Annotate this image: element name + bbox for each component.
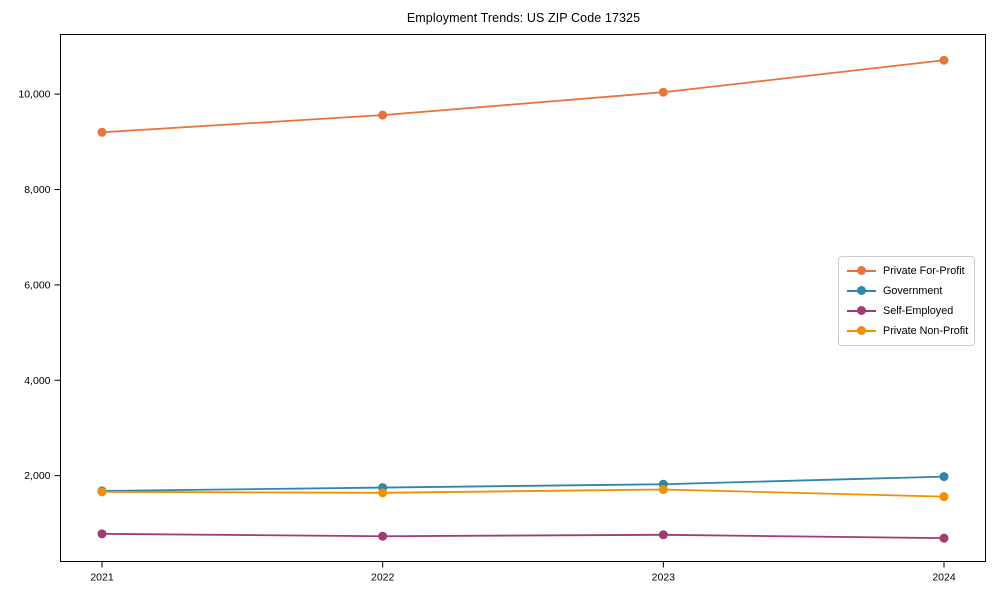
data-point-government-2024 — [939, 472, 949, 482]
y-tick-label: 8,000 — [24, 184, 50, 196]
y-tick-label: 6,000 — [24, 279, 50, 291]
legend-swatch-icon — [847, 266, 876, 276]
legend-swatch-icon — [847, 326, 876, 336]
data-point-private-non-profit-2022 — [378, 488, 388, 498]
series-line-private-for-profit — [101, 59, 945, 134]
legend-item-government: Government — [847, 283, 965, 299]
data-point-private-non-profit-2021 — [97, 487, 107, 497]
y-tick-label: 10,000 — [18, 89, 50, 101]
data-point-private-for-profit-2022 — [378, 110, 388, 120]
y-tick-label: 2,000 — [24, 470, 50, 482]
data-point-private-for-profit-2023 — [658, 87, 668, 97]
y-tick-label: 4,000 — [24, 375, 50, 387]
data-point-self-employed-2024 — [939, 533, 949, 543]
data-point-private-for-profit-2021 — [97, 127, 107, 137]
legend-label: Private Non-Profit — [883, 325, 969, 337]
data-point-self-employed-2022 — [378, 531, 388, 541]
legend-item-private-non-profit: Private Non-Profit — [847, 323, 969, 339]
legend: Private For-Profit Government Self-Employe… — [838, 256, 975, 346]
data-point-private-non-profit-2024 — [939, 492, 949, 502]
data-point-private-non-profit-2023 — [658, 484, 668, 494]
series-line-government — [101, 475, 945, 492]
x-tick-label: 2021 — [90, 572, 114, 584]
plot-frame — [60, 34, 986, 562]
x-tick-label: 2022 — [371, 572, 395, 584]
data-point-self-employed-2023 — [658, 530, 668, 540]
x-tick-label: 2024 — [932, 572, 956, 584]
chart-title: Employment Trends: US ZIP Code 17325 — [406, 11, 641, 25]
legend-label: Government — [883, 285, 943, 297]
data-point-self-employed-2021 — [97, 529, 107, 539]
legend-swatch-icon — [847, 286, 876, 296]
x-tick-label: 2023 — [652, 572, 676, 584]
series-line-private-non-profit — [101, 488, 945, 498]
legend-swatch-icon — [847, 306, 876, 316]
data-point-private-for-profit-2024 — [939, 55, 949, 65]
legend-label: Self-Employed — [883, 305, 954, 317]
legend-label: Private For-Profit — [883, 265, 965, 277]
series-line-self-employed — [101, 532, 945, 540]
legend-item-self-employed: Self-Employed — [847, 303, 965, 319]
legend-item-private-for-profit: Private For-Profit — [847, 263, 965, 279]
